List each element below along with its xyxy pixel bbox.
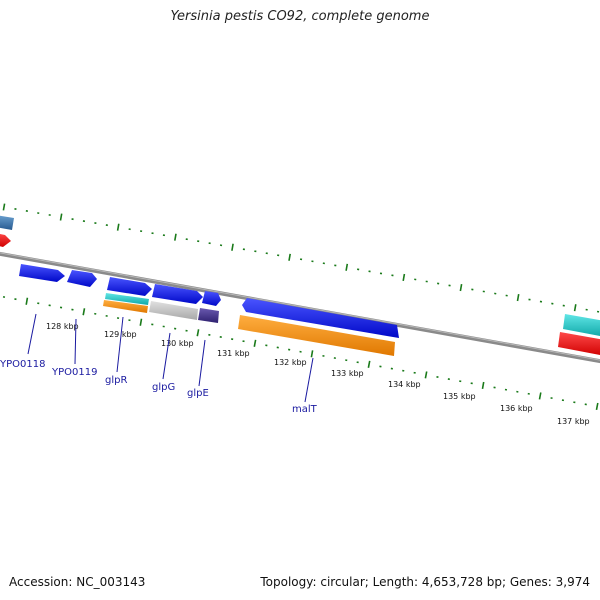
cds-glpe bbox=[202, 291, 221, 306]
major-tick bbox=[2, 203, 6, 211]
feature-red-right bbox=[558, 332, 600, 356]
cds-malt bbox=[242, 298, 399, 338]
gene-label-malt: malT bbox=[292, 404, 318, 415]
major-tick bbox=[116, 223, 120, 231]
feature-grey-glpg bbox=[149, 301, 198, 320]
major-tick bbox=[196, 329, 200, 337]
ruler-label: 133 kbp bbox=[331, 369, 364, 378]
gene-label-ypo0119: YPO0119 bbox=[51, 367, 97, 378]
major-tick bbox=[231, 243, 234, 251]
ruler-label: 134 kbp bbox=[388, 380, 421, 389]
feature-purple-glpe bbox=[198, 308, 219, 323]
feature-steelblue-left bbox=[0, 215, 14, 230]
major-tick bbox=[174, 233, 177, 241]
ruler-label: 131 kbp bbox=[217, 349, 250, 358]
inner-tick-ring bbox=[2, 296, 599, 411]
ruler-label: 132 kbp bbox=[274, 358, 307, 367]
cds-ypo0119 bbox=[67, 270, 97, 287]
outer-tick-ring bbox=[2, 203, 600, 313]
feature-orange-glpr bbox=[103, 300, 148, 313]
major-tick bbox=[82, 308, 86, 316]
accession-text: Accession: NC_003143 bbox=[9, 575, 146, 589]
major-tick bbox=[595, 402, 599, 411]
major-tick bbox=[253, 339, 257, 347]
major-tick bbox=[516, 293, 520, 302]
ruler-label: 137 kbp bbox=[557, 417, 590, 426]
major-tick bbox=[459, 283, 463, 292]
gene-label-glpe: glpE bbox=[187, 388, 209, 399]
feature-red-left bbox=[0, 234, 11, 247]
map-title: Yersinia pestis CO92, complete genome bbox=[170, 9, 430, 24]
ruler-label: 129 kbp bbox=[104, 330, 137, 339]
cds-glpr bbox=[107, 277, 152, 296]
major-tick bbox=[345, 263, 349, 271]
major-tick bbox=[59, 213, 63, 221]
gene-label-glpr: glpR bbox=[105, 375, 127, 386]
major-tick bbox=[25, 297, 29, 305]
feature-cyan-glpr bbox=[105, 293, 149, 305]
genome-backbone bbox=[0, 251, 600, 364]
ruler-label: 136 kbp bbox=[500, 404, 533, 413]
major-tick bbox=[288, 253, 291, 261]
feature-cyan-right bbox=[563, 314, 600, 337]
label-leaders bbox=[27, 313, 314, 403]
feature-orange-malt bbox=[238, 315, 395, 356]
major-tick bbox=[481, 381, 485, 390]
major-tick bbox=[139, 318, 143, 326]
major-tick bbox=[367, 360, 371, 368]
gene-label-ypo0118: YPO0118 bbox=[0, 359, 45, 370]
ruler-label: 128 kbp bbox=[46, 322, 79, 331]
cds-glpg bbox=[152, 284, 203, 304]
major-tick bbox=[573, 304, 577, 312]
ruler-label: 130 kbp bbox=[161, 339, 194, 348]
cds-ypo0118 bbox=[19, 264, 65, 282]
major-tick bbox=[538, 392, 542, 400]
gene-label-glpg: glpG bbox=[152, 382, 175, 393]
major-tick bbox=[424, 371, 428, 379]
major-tick bbox=[402, 273, 406, 282]
major-tick bbox=[310, 350, 314, 358]
topology-summary: Topology: circular; Length: 4,653,728 bp… bbox=[260, 575, 590, 589]
ruler-label: 135 kbp bbox=[443, 392, 476, 401]
